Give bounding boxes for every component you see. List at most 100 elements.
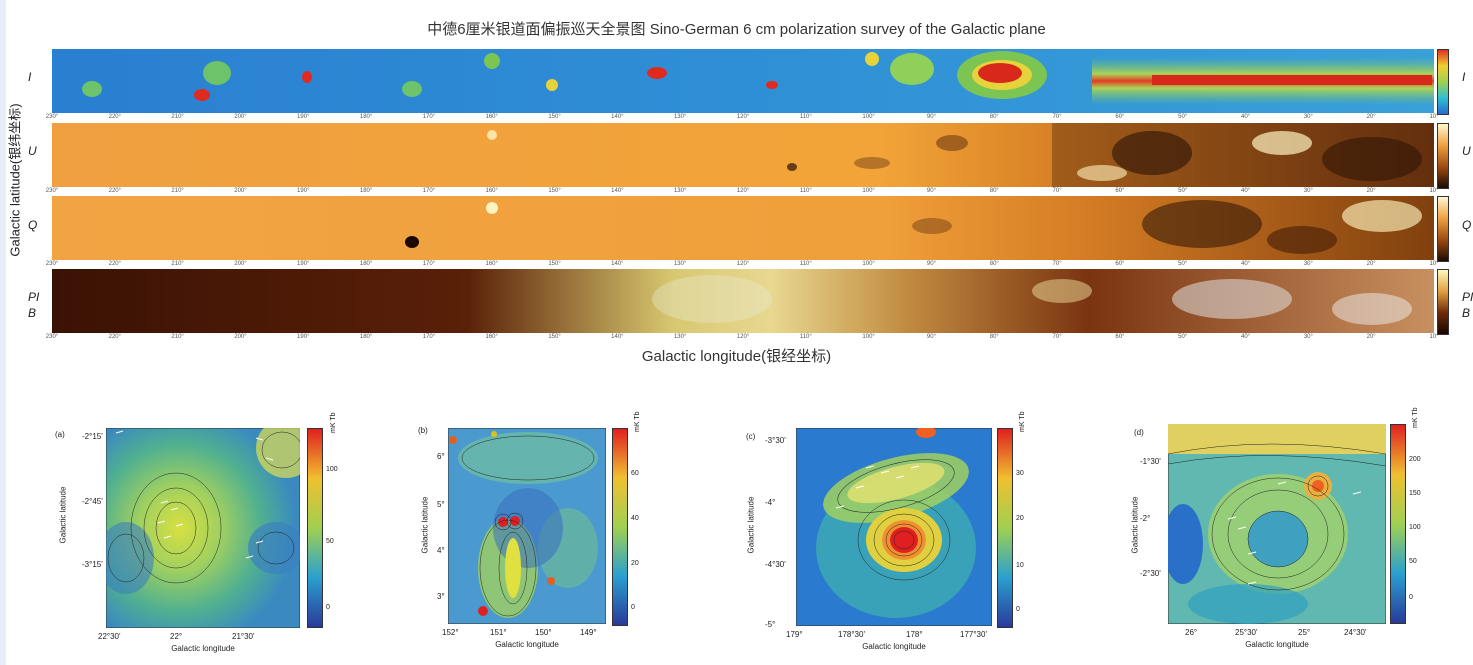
panel-c-id: (c) — [746, 432, 756, 441]
panel-c-ytick: -4° — [765, 498, 776, 507]
panel-b-ytick: 6° — [437, 452, 445, 461]
lon-ticks-row-1: 230° 220° 210° 200° 190° 180° 170° 160° 150° 140°… — [46, 114, 1439, 122]
panel-a-cbar-title: mK Tb — [330, 412, 337, 434]
lon-tick-label: 90° — [926, 114, 936, 120]
panel-d-xtick: 25° — [1298, 628, 1311, 637]
lon-tick-label: 160° — [485, 261, 498, 267]
lon-tick-label: 230° — [45, 261, 59, 267]
panel-b-id: (b) — [418, 426, 428, 435]
lon-tick-label: 160° — [485, 188, 498, 194]
lon-tick-label: 220° — [108, 188, 122, 194]
panel-c-cbar-tick: 10 — [1016, 562, 1024, 569]
strip-pi-right-label-b: B — [1462, 306, 1471, 320]
lon-tick-label: 220° — [108, 334, 122, 340]
lon-tick-label: 100° — [862, 334, 875, 340]
strip-pi-colorbar — [1437, 269, 1449, 335]
strip-i-map — [52, 49, 1434, 113]
lon-tick-label: 200° — [234, 334, 247, 340]
panel-b-map — [447, 427, 607, 629]
panel-b-xtick: 151° — [490, 628, 507, 637]
lon-tick-label: 80° — [989, 188, 999, 194]
panel-c-colorbar — [997, 428, 1013, 628]
lon-tick-label: 70° — [1052, 334, 1062, 340]
panel-a-xtick: 22°30' — [98, 632, 121, 641]
panel-d-cbar-tick: 0 — [1409, 594, 1413, 601]
panel-a-xtick: 22° — [170, 632, 183, 641]
lon-tick-label: 230° — [45, 334, 59, 340]
lon-tick-label: 40° — [1240, 334, 1251, 340]
panel-d-cbar-tick: 200 — [1409, 456, 1421, 463]
lon-tick-label: 190° — [297, 261, 310, 267]
panel-c-xtick: 178°30' — [838, 630, 865, 639]
lon-tick-label: 40° — [1240, 114, 1251, 120]
panel-c-ylabel: Galactic latitude — [746, 496, 756, 554]
lon-tick-label: 60° — [1115, 334, 1125, 340]
lon-tick-label: 160° — [485, 114, 498, 120]
lon-tick-label: 190° — [297, 188, 310, 194]
lon-tick-label: 10° — [1429, 188, 1439, 194]
panel-b-ytick: 5° — [437, 500, 445, 509]
lon-tick-label: 150° — [548, 261, 561, 267]
lon-tick-label: 10° — [1429, 334, 1439, 340]
strip-u-map — [52, 123, 1434, 187]
strip-i-label: I — [28, 70, 32, 84]
lon-tick-label: 170° — [422, 261, 436, 267]
lon-tick-label: 120° — [736, 188, 750, 194]
strip-q-label: Q — [28, 218, 38, 232]
panel-d-ytick: -2°30' — [1140, 569, 1161, 578]
strip-u-label: U — [28, 144, 37, 158]
panel-c-xtick: 177°30' — [960, 630, 987, 639]
lon-tick-label: 100° — [862, 114, 875, 120]
panel-d-cbar-title: mK Tb — [1412, 407, 1419, 429]
main-y-axis-label: Galactic latitude(银纬坐标) — [7, 103, 23, 257]
panel-d-map — [1163, 423, 1387, 629]
panel-a-xlabel: Galactic longitude — [171, 644, 235, 653]
lon-tick-label: 130° — [673, 334, 687, 340]
lon-tick-label: 90° — [926, 334, 936, 340]
panel-c-cbar-tick: 30 — [1016, 470, 1024, 477]
panel-d-xtick: 26° — [1185, 628, 1198, 637]
panel-c-cbar-tick: 20 — [1016, 515, 1024, 522]
panel-b-ylabel: Galactic latitude — [420, 496, 430, 554]
lon-tick-label: 30° — [1303, 114, 1313, 120]
lon-tick-label: 70° — [1052, 114, 1062, 120]
panel-a-xtick: 21°30' — [232, 632, 255, 641]
strip-q-map — [52, 196, 1434, 260]
lon-tick-label: 110° — [799, 334, 812, 340]
panel-d-ytick: -1°30' — [1140, 457, 1161, 466]
strip-i-colorbar — [1437, 49, 1449, 115]
lon-tick-label: 230° — [45, 188, 59, 194]
lon-tick-label: 120° — [736, 114, 750, 120]
lon-tick-label: 220° — [108, 114, 122, 120]
lon-tick-label: 50° — [1178, 188, 1188, 194]
lon-tick-label: 60° — [1115, 188, 1125, 194]
panel-c-xtick: 179° — [786, 630, 803, 639]
lon-tick-label: 50° — [1178, 114, 1188, 120]
lon-tick-label: 20° — [1366, 188, 1376, 194]
panel-c-xtick: 178° — [906, 630, 923, 639]
lon-tick-label: 120° — [736, 261, 750, 267]
lon-ticks-row-4: 230° 220° 210° 200° 190° 180° 170° 160° 150° 140°… — [46, 334, 1439, 342]
lon-tick-label: 140° — [611, 334, 624, 340]
lon-tick-label: 70° — [1052, 188, 1062, 194]
panel-a-ytick: -2°15' — [82, 432, 103, 441]
lon-tick-label: 110° — [799, 188, 812, 194]
panel-c-ytick: -3°30' — [765, 436, 786, 445]
panel-d-id: (d) — [1134, 428, 1144, 437]
panel-b-cbar-tick: 0 — [631, 604, 635, 611]
main-x-axis-label: Galactic longitude(银经坐标) — [641, 348, 832, 365]
strip-u-colorbar — [1437, 123, 1449, 189]
lon-tick-label: 50° — [1178, 261, 1188, 267]
lon-tick-label: 90° — [926, 261, 936, 267]
strip-pi-label-b: B — [28, 306, 37, 320]
lon-tick-label: 220° — [108, 261, 122, 267]
panel-a-map — [98, 418, 316, 633]
panel-d-xtick: 24°30' — [1344, 628, 1367, 637]
lon-tick-label: 190° — [297, 114, 310, 120]
lon-tick-label: 170° — [422, 188, 436, 194]
lon-tick-label: 180° — [359, 188, 373, 194]
lon-tick-label: 20° — [1366, 261, 1376, 267]
lon-tick-label: 190° — [297, 334, 310, 340]
lon-tick-label: 180° — [359, 114, 373, 120]
panel-d-cbar-tick: 150 — [1409, 490, 1421, 497]
